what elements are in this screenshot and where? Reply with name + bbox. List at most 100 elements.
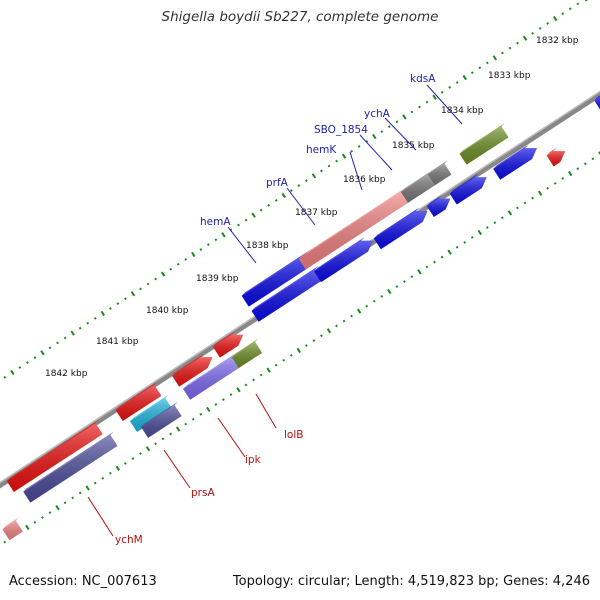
tick-mark xyxy=(448,86,452,89)
gene-label-hemK: hemK xyxy=(306,144,337,156)
gene-feature-shade xyxy=(298,192,408,270)
tick-mark xyxy=(591,157,595,161)
tick-mark xyxy=(282,358,286,362)
tick-mark xyxy=(199,248,203,251)
tick-mark xyxy=(342,319,346,323)
gene-feature xyxy=(212,331,244,358)
kbp-label: 1834 kbp xyxy=(441,106,484,116)
gene-feature-top xyxy=(251,265,319,311)
tick-mark xyxy=(576,2,580,6)
tick-mark xyxy=(26,361,29,364)
tick-mark xyxy=(387,288,392,295)
tick-mark xyxy=(341,153,347,159)
gene-feature-top xyxy=(459,122,505,154)
gene-feature xyxy=(373,207,428,250)
tick-mark xyxy=(160,271,166,277)
gene-feature xyxy=(298,188,408,270)
gene-feature-top xyxy=(314,237,365,272)
gene-feature-shade xyxy=(212,334,244,358)
tick-mark xyxy=(184,258,188,261)
tick-mark xyxy=(244,383,248,387)
tick-mark xyxy=(71,496,74,500)
tick-mark xyxy=(18,366,22,369)
tick-mark xyxy=(538,27,542,30)
tick-mark xyxy=(320,169,323,173)
tick-mark xyxy=(546,22,550,25)
tick-mark xyxy=(93,481,97,485)
gene-feature-shade xyxy=(459,126,509,165)
tick-mark xyxy=(372,133,377,140)
tick-mark xyxy=(410,110,414,114)
kbp-label: 1832 kbp xyxy=(536,36,579,46)
tick-rings xyxy=(3,0,600,544)
tick-mark xyxy=(274,199,278,202)
gene-feature xyxy=(594,95,600,110)
kbp-label: 1835 kbp xyxy=(392,141,435,151)
tick-mark xyxy=(326,328,332,334)
tick-mark xyxy=(251,212,256,218)
tick-mark xyxy=(311,173,317,179)
tick-mark xyxy=(222,398,225,401)
tick-mark xyxy=(78,326,82,330)
tick-mark xyxy=(335,159,338,163)
kbp-label: 1838 kbp xyxy=(246,241,289,251)
tick-mark xyxy=(191,251,196,258)
tick-mark xyxy=(418,105,421,109)
tick-mark xyxy=(237,223,240,227)
gene-feature xyxy=(115,381,162,421)
tick-mark xyxy=(501,216,504,220)
gene-feature xyxy=(2,517,23,541)
tick-mark xyxy=(63,501,67,505)
gene-feature-top xyxy=(6,419,100,482)
tick-mark xyxy=(266,367,271,373)
gene-feature-top xyxy=(2,517,20,530)
tick-mark xyxy=(86,321,90,325)
tick-mark xyxy=(507,210,513,216)
tick-mark xyxy=(259,373,263,377)
tick-mark xyxy=(130,291,136,297)
tick-mark xyxy=(236,387,241,393)
gene-feature-top xyxy=(241,250,309,296)
gene-feature xyxy=(241,250,313,307)
tick-mark xyxy=(470,71,474,75)
tick-mark xyxy=(417,269,422,275)
gene-feature-shade xyxy=(449,177,487,205)
tick-mark xyxy=(598,151,600,156)
tick-mark xyxy=(184,422,188,426)
tick-mark xyxy=(48,511,52,514)
tick-mark xyxy=(493,221,497,225)
tick-mark xyxy=(425,100,429,104)
tick-mark xyxy=(229,228,233,232)
gene-leaders xyxy=(87,84,463,537)
tick-mark xyxy=(395,285,399,288)
tick-mark xyxy=(191,417,195,421)
tick-mark xyxy=(252,378,255,382)
gene-feature xyxy=(231,338,263,369)
tick-mark xyxy=(470,236,474,239)
gene-feature xyxy=(183,353,239,400)
gene-label-prsA: prsA xyxy=(191,487,215,499)
gene-label-kdsA: kdsA xyxy=(410,73,436,85)
tick-mark xyxy=(531,196,534,200)
tick-mark xyxy=(477,229,482,236)
tick-mark xyxy=(244,218,248,222)
gene-feature xyxy=(427,160,452,186)
tick-mark xyxy=(380,294,384,298)
tick-mark xyxy=(531,31,534,35)
tick-mark xyxy=(124,297,127,301)
gene-feature-shade xyxy=(183,357,239,400)
kbp-labels: 1832 kbp 1833 kbp 1834 kbp 1835 kbp 1836… xyxy=(45,36,579,379)
kbp-label: 1841 kbp xyxy=(96,337,139,347)
gene-feature-shade xyxy=(231,341,263,369)
tick-mark xyxy=(561,177,565,180)
tick-mark xyxy=(161,437,165,441)
kbp-label: 1842 kbp xyxy=(45,369,88,379)
kbp-label: 1839 kbp xyxy=(196,274,239,284)
tick-mark xyxy=(3,540,7,544)
gene-label-ipk: ipk xyxy=(245,454,262,466)
tick-mark xyxy=(350,149,354,153)
tick-mark xyxy=(402,280,406,284)
tick-mark xyxy=(281,192,286,199)
accession-text: Accession: NC_007613 xyxy=(9,574,157,589)
gene-feature-top xyxy=(23,431,114,492)
